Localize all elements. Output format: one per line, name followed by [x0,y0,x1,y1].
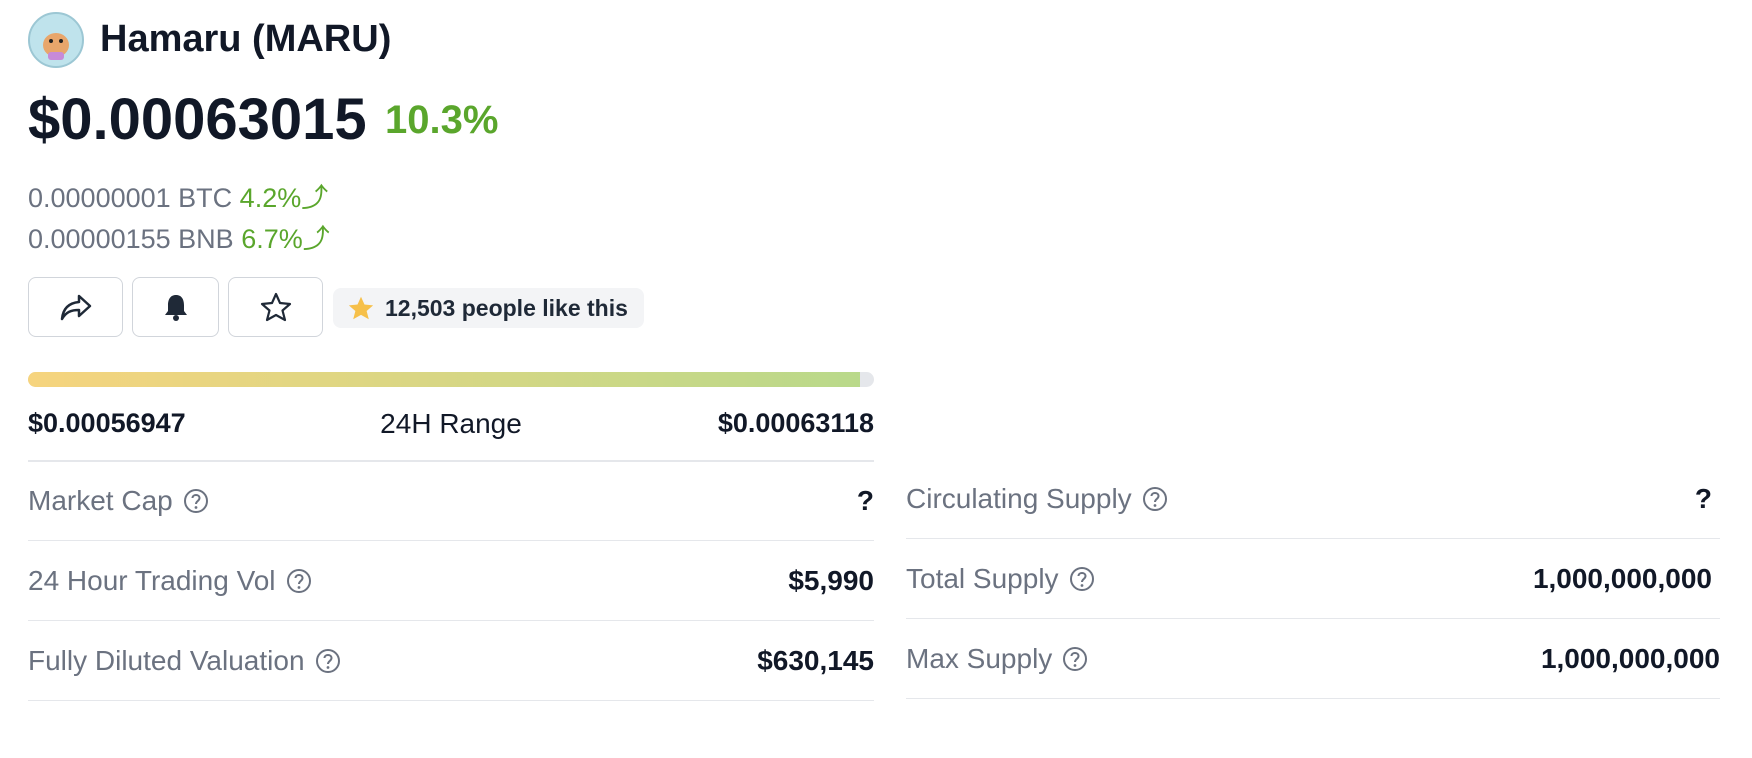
stat-row: Fully Diluted Valuation $630,145 [28,621,874,701]
range-low: $0.00056947 [28,408,186,438]
stat-label-wrap: Max Supply [906,643,1088,675]
range-fill [28,372,860,387]
likes-badge: 12,503 people like this [333,288,644,328]
stat-label-wrap: Total Supply [906,563,1095,595]
help-icon[interactable] [1142,486,1168,512]
stat-value: ? [1694,482,1712,514]
stat-label-wrap: Market Cap [28,485,209,517]
amount: 0.00000155 BNB [28,224,234,254]
stat-row: Max Supply 1,000,000,000 [906,619,1720,699]
stat-row: 24 Hour Trading Vol $5,990 [28,541,874,621]
stat-value: ? [856,484,874,516]
likes-text: 12,503 people like this [385,294,628,321]
stat-row: Market Cap? [28,461,874,541]
stats-right: Circulating Supply? Total Supply 1,000,000… [906,459,1720,699]
change: 4.2% [239,183,302,213]
stat-label: Fully Diluted Valuation [28,644,305,676]
coin-icon [28,12,84,68]
change: 6.7% [241,224,303,254]
help-icon[interactable] [183,488,209,514]
stats-left: Market Cap? 24 Hour Trading Vol $5,990 Full… [28,461,874,701]
stat-label: 24 Hour Trading Vol [28,564,276,596]
range-high: $0.00063118 [717,408,874,438]
stat-value: 1,000,000,000 [1540,642,1720,674]
stat-label-wrap: 24 Hour Trading Vol [28,565,312,597]
stat-value: $630,145 [757,644,874,676]
price-change: 10.3% [385,98,499,142]
stat-label: Max Supply [906,642,1053,674]
stat-label: Circulating Supply [906,482,1132,514]
coin-name: Hamaru (MARU) [100,18,392,60]
help-icon[interactable] [315,648,341,674]
conversion: 0.00000155 BNB 6.7%⤴ [28,224,330,254]
alert-button[interactable] [132,277,219,337]
stat-value: $5,990 [788,564,874,596]
conversion: 0.00000001 BTC 4.2%⤴ [28,183,329,213]
stat-label: Market Cap [28,484,173,516]
share-button[interactable] [28,277,123,337]
watchlist-button[interactable] [228,277,323,337]
stat-label-wrap: Fully Diluted Valuation [28,645,341,677]
range-bar [28,372,874,387]
help-icon[interactable] [286,568,312,594]
help-icon[interactable] [1069,566,1095,592]
separator [28,460,874,462]
stat-label: Total Supply [906,562,1059,594]
stat-label-wrap: Circulating Supply [906,483,1168,515]
stat-row: Total Supply 1,000,000,000 [906,539,1720,619]
stat-row: Circulating Supply? [906,459,1720,539]
stat-value: 1,000,000,000 [1532,562,1712,594]
amount: 0.00000001 BTC [28,183,233,213]
help-icon[interactable] [1062,646,1088,672]
range-label: 24H Range [380,408,522,439]
price: $0.00063015 [28,87,367,152]
